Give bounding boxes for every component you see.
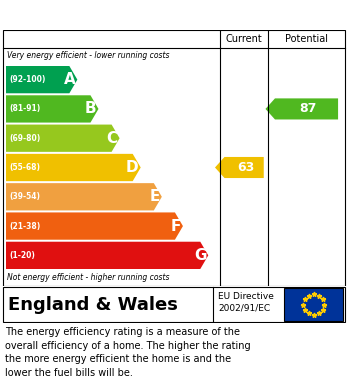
Text: B: B — [85, 101, 96, 117]
Text: 63: 63 — [237, 161, 254, 174]
Text: 87: 87 — [299, 102, 317, 115]
Text: (92-100): (92-100) — [9, 75, 45, 84]
Text: (39-54): (39-54) — [9, 192, 40, 201]
Text: (21-38): (21-38) — [9, 222, 40, 231]
Polygon shape — [6, 183, 162, 210]
Polygon shape — [6, 66, 77, 93]
Text: E: E — [149, 189, 160, 204]
Polygon shape — [6, 212, 183, 240]
Text: (1-20): (1-20) — [9, 251, 35, 260]
Text: A: A — [64, 72, 76, 87]
Text: (69-80): (69-80) — [9, 134, 40, 143]
Polygon shape — [266, 99, 338, 120]
Text: F: F — [171, 219, 181, 233]
Polygon shape — [215, 157, 264, 178]
Polygon shape — [6, 242, 208, 269]
Text: Very energy efficient - lower running costs: Very energy efficient - lower running co… — [7, 52, 169, 61]
Polygon shape — [6, 125, 120, 152]
Text: Not energy efficient - higher running costs: Not energy efficient - higher running co… — [7, 273, 169, 283]
Text: C: C — [106, 131, 118, 146]
Text: G: G — [194, 248, 206, 263]
Text: Current: Current — [226, 34, 262, 44]
Text: (81-91): (81-91) — [9, 104, 40, 113]
Text: (55-68): (55-68) — [9, 163, 40, 172]
Text: The energy efficiency rating is a measure of the
overall efficiency of a home. T: The energy efficiency rating is a measur… — [5, 327, 251, 378]
Polygon shape — [6, 95, 98, 122]
Text: England & Wales: England & Wales — [8, 296, 178, 314]
Text: Energy Efficiency Rating: Energy Efficiency Rating — [9, 7, 230, 23]
Text: Potential: Potential — [285, 34, 328, 44]
Bar — [284, 288, 343, 321]
Polygon shape — [6, 154, 141, 181]
Text: EU Directive
2002/91/EC: EU Directive 2002/91/EC — [218, 292, 274, 313]
Text: D: D — [126, 160, 139, 175]
